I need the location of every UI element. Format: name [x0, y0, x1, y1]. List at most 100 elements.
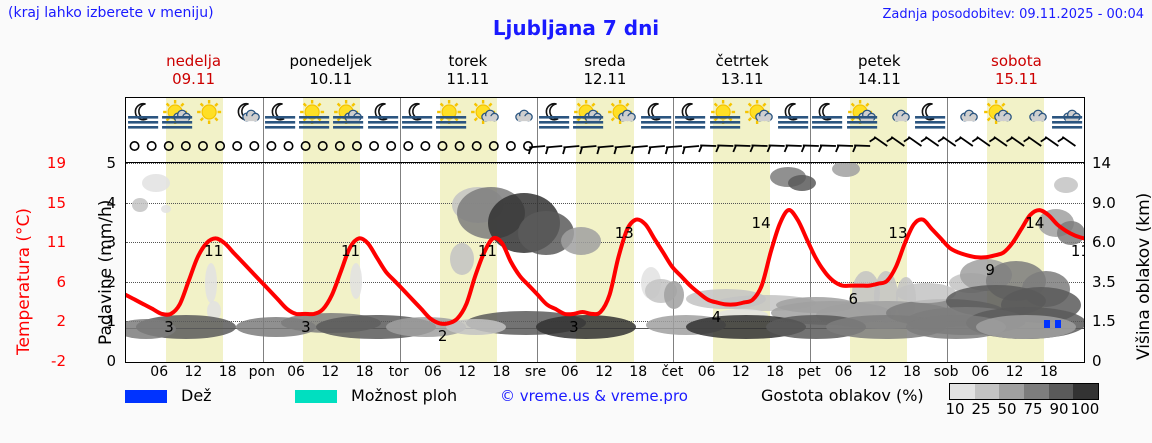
weather-icon-sun-cloud	[471, 100, 499, 124]
weather-icon-cloud	[1028, 109, 1047, 122]
temperature-tick-1: 15	[46, 193, 66, 212]
temperature-tick-2: 11	[46, 233, 66, 252]
gridline-0	[126, 163, 1084, 164]
weather-icon-sun-fog	[435, 100, 467, 129]
density-swatch-100	[1073, 384, 1099, 399]
weather-icon-cloud	[515, 109, 534, 122]
x-tick-label-5: 12	[321, 364, 340, 380]
precipitation-tick-5: 0	[106, 352, 116, 370]
x-tick-label-20: 06	[834, 364, 853, 380]
weather-icon-moon-fog	[538, 102, 569, 129]
temperature-tick-5: -2	[51, 352, 66, 370]
x-tick-label-8: 06	[424, 364, 442, 380]
x-tick-label-25: 12	[1005, 364, 1024, 380]
chart-canvas: 3 11 3 11 2 11 3 13 4 14 6 13 9 14 11	[126, 163, 1084, 362]
x-tick-label-18: 18	[766, 364, 784, 380]
cloud-density-layer	[126, 163, 1084, 339]
x-tick-label-24: 06	[971, 364, 990, 380]
day-header-6: petek 14.11	[811, 52, 948, 88]
temperature-label-12: 13	[888, 223, 908, 242]
weather-icon-cloud-fog	[1051, 109, 1082, 129]
temperature-label-7: 3	[569, 317, 579, 336]
day-separator-5	[810, 98, 812, 162]
x-tick-label-3: pon	[248, 364, 275, 380]
gridline-2	[126, 242, 1084, 244]
day-date: 14.11	[857, 70, 901, 88]
weather-icon-sun-cloud	[608, 100, 636, 124]
day-date: 10.11	[309, 70, 353, 88]
weather-icon-moon-fog	[641, 102, 672, 129]
x-tick-label-16: 06	[697, 364, 716, 380]
density-value-90: 90	[1049, 400, 1069, 418]
day-header-1: nedelja 09.11	[125, 52, 262, 88]
cloud-height-axis-title: Višina oblakov (km)	[1134, 192, 1152, 360]
day-separator-5	[810, 163, 812, 362]
x-tick-label-12: 06	[560, 364, 579, 380]
cloud-height-tick-2: 6.0	[1092, 233, 1116, 252]
temperature-label-9: 4	[711, 308, 722, 327]
weather-icon-sun-cloud-fog	[333, 100, 364, 129]
density-swatch-75	[1024, 384, 1049, 399]
day-header-2: ponedeljek 10.11	[262, 52, 399, 88]
rain-bar-1	[1044, 319, 1051, 328]
day-name: ponedeljek	[289, 52, 372, 70]
temperature-tick-0: 19	[46, 154, 66, 172]
x-tick-label-22: 18	[903, 364, 921, 380]
cloud-density-scale-numbers: 10 25 50 75 90 100	[943, 400, 1109, 418]
temperature-label-13: 9	[985, 261, 995, 280]
wind-barb-row	[129, 136, 1076, 155]
x-tick-label-10: 18	[492, 364, 511, 380]
day-name: sreda	[584, 52, 626, 70]
weather-icon-sun-fog	[299, 100, 330, 129]
density-swatch-25	[974, 384, 1000, 399]
last-update-label: Zadnja posodobitev: 09.11.2025 - 00:04	[882, 7, 1144, 22]
temperature-label-5: 2	[437, 327, 448, 346]
rain-legend-swatch	[125, 390, 167, 403]
x-tick-label-1: 12	[184, 364, 203, 380]
temperature-axis-title: Temperatura (°C)	[14, 207, 34, 355]
weather-icon-cloud	[891, 109, 910, 122]
weather-icon-moon-fog	[914, 102, 946, 129]
density-value-10: 10	[945, 400, 965, 418]
rain-bar-2	[1055, 319, 1062, 328]
chart-legend: Dež Možnost ploh © vreme.us & vreme.pro …	[125, 383, 1145, 426]
day-header-row: nedelja 09.11 ponedeljek 10.11 torek 11.11 sre…	[125, 52, 1085, 92]
day-separator-3	[536, 98, 538, 162]
day-separator-6	[947, 163, 949, 362]
x-tick-label-7: tor	[388, 364, 409, 380]
day-separator-1	[262, 163, 264, 362]
x-tick-label-6: 18	[355, 364, 374, 380]
copyright-link[interactable]: © vreme.us & vreme.pro	[500, 387, 688, 405]
weather-icon-sun-fog	[709, 100, 740, 129]
day-date: 15.11	[994, 70, 1038, 88]
day-separator-1	[262, 98, 264, 162]
x-tick-label-21: 12	[868, 364, 887, 380]
weather-icon-sun	[197, 100, 222, 124]
weather-icon-band	[126, 98, 1084, 163]
day-name: torek	[448, 52, 488, 70]
precipitation-tick-4: 1	[106, 312, 116, 331]
gridline-3	[126, 281, 1084, 283]
x-tick-label-23: sob	[933, 364, 959, 380]
x-tick-label-0: 06	[150, 364, 169, 380]
day-separator-2	[399, 163, 401, 362]
day-date: 09.11	[172, 70, 216, 88]
precipitation-tick-2: 3	[106, 233, 116, 252]
day-header-4: sreda 12.11	[536, 52, 673, 88]
density-value-75: 75	[1023, 400, 1043, 418]
weather-icon-sun-cloud	[984, 100, 1013, 124]
temperature-label-6: 11	[477, 242, 497, 261]
weather-icon-moon-fog	[264, 102, 296, 129]
weather-icon-sun-cloud-fog	[846, 100, 877, 129]
temperature-label-11: 6	[848, 289, 859, 308]
day-name: petek	[858, 52, 901, 70]
weather-icon-sun-cloud	[744, 100, 773, 124]
weather-icon-moon-fog	[401, 102, 432, 129]
density-value-100: 100	[1070, 400, 1100, 418]
temperature-label-14: 14	[1025, 214, 1045, 233]
temperature-label-1: 3	[164, 317, 174, 336]
x-tick-label-14: 18	[629, 364, 648, 380]
cloud-height-tick-0: 14	[1092, 154, 1112, 172]
day-header-5: četrtek 13.11	[674, 52, 811, 88]
weather-icon-cloud	[960, 109, 978, 122]
